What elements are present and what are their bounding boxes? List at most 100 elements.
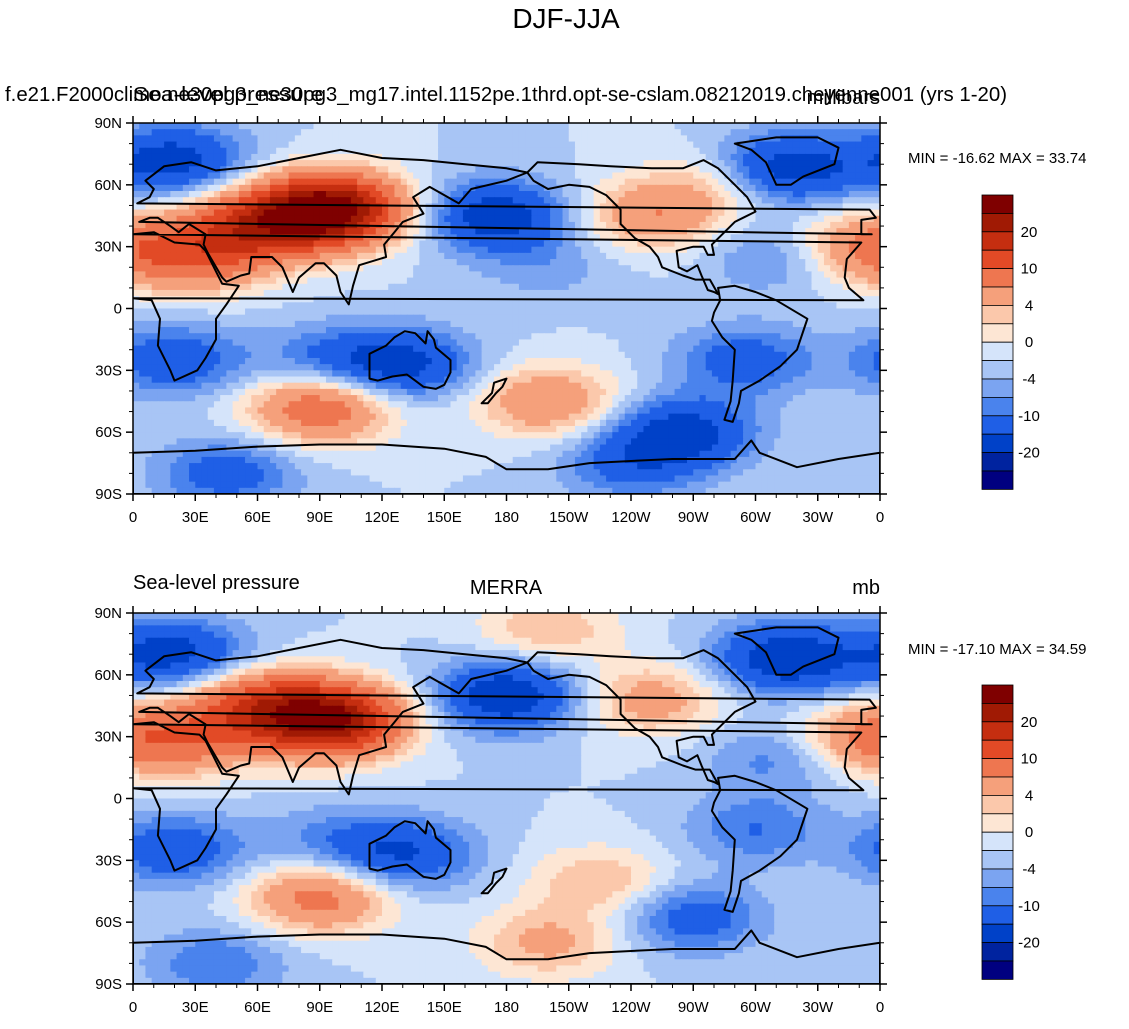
field-cell [226, 339, 234, 347]
field-cell [618, 246, 626, 254]
field-cell [133, 147, 140, 155]
field-cell [562, 271, 570, 279]
field-cell [543, 215, 551, 223]
field-cell [612, 191, 620, 198]
field-cell [338, 277, 346, 285]
field-cell [537, 271, 545, 279]
field-cell [444, 147, 452, 155]
field-cell [164, 160, 171, 167]
field-cell [176, 147, 184, 155]
field-cell [201, 351, 209, 359]
field-cell [301, 320, 308, 328]
field-cell [525, 277, 532, 285]
field-cell [749, 240, 757, 248]
field-cell [500, 191, 508, 198]
field-cell [294, 147, 302, 155]
field-cell [649, 129, 657, 136]
field-cell [494, 129, 501, 136]
field-cell [157, 228, 165, 235]
field-cell [251, 135, 259, 143]
field-cell [332, 302, 340, 310]
field-cell [375, 308, 383, 316]
field-cell [805, 221, 813, 229]
field-cell [805, 283, 813, 291]
field-cell [506, 327, 514, 334]
field-cell [139, 191, 147, 198]
field-cell [164, 370, 171, 378]
field-cell [201, 320, 209, 328]
field-cell [170, 129, 178, 136]
field-cell [189, 364, 196, 371]
field-cell [506, 240, 514, 248]
field-cell [574, 184, 582, 192]
field-cell [550, 240, 557, 248]
field-cell [711, 166, 719, 174]
field-cell [811, 320, 819, 328]
field-cell [655, 271, 663, 279]
field-cell [475, 228, 483, 235]
field-cell [462, 221, 470, 229]
field-cell [500, 246, 508, 254]
field-cell [680, 283, 688, 291]
field-cell [618, 364, 626, 371]
field-cell [332, 123, 340, 130]
field-cell [257, 339, 265, 347]
field-cell [525, 240, 532, 248]
field-cell [363, 277, 371, 285]
field-cell [369, 370, 377, 378]
field-cell [257, 345, 265, 353]
field-cell [276, 277, 283, 285]
field-cell [257, 314, 265, 322]
field-cell [512, 271, 520, 279]
field-cell [624, 327, 632, 334]
field-cell [475, 141, 483, 149]
field-cell [799, 283, 806, 291]
field-cell [226, 209, 234, 217]
field-cell [612, 339, 620, 347]
field-cell [288, 240, 296, 248]
field-cell [842, 364, 850, 371]
field-cell [500, 228, 508, 235]
field-cell [431, 345, 439, 353]
field-cell [587, 135, 595, 143]
field-cell [581, 172, 589, 180]
field-cell [469, 327, 476, 334]
field-cell [394, 370, 402, 378]
field-cell [425, 129, 433, 136]
field-cell [574, 153, 582, 161]
field-cell [624, 147, 632, 155]
field-cell [469, 283, 476, 291]
field-cell [587, 123, 595, 130]
field-cell [643, 314, 651, 322]
field-cell [444, 135, 452, 143]
field-cell [574, 178, 582, 186]
field-cell [494, 160, 501, 167]
field-cell [350, 345, 358, 353]
field-cell [830, 172, 838, 180]
field-cell [456, 147, 464, 155]
field-cell [581, 302, 589, 310]
field-cell [269, 228, 277, 235]
field-cell [612, 209, 620, 217]
field-cell [282, 184, 290, 192]
field-cell [687, 351, 694, 359]
field-cell [500, 265, 508, 272]
field-cell [687, 203, 694, 211]
field-cell [139, 184, 147, 192]
field-cell [786, 221, 794, 229]
field-cell [487, 339, 495, 347]
field-cell [736, 364, 744, 371]
field-cell [375, 314, 383, 322]
field-cell [213, 302, 221, 310]
field-cell [164, 320, 171, 328]
field-cell [687, 320, 694, 328]
field-cell [456, 333, 464, 341]
field-cell [593, 357, 601, 365]
field-cell [313, 234, 321, 242]
field-cell [506, 370, 514, 378]
field-cell [730, 184, 738, 192]
field-cell [151, 191, 159, 198]
field-cell [145, 166, 153, 174]
field-cell [425, 259, 433, 266]
field-cell [332, 351, 340, 359]
